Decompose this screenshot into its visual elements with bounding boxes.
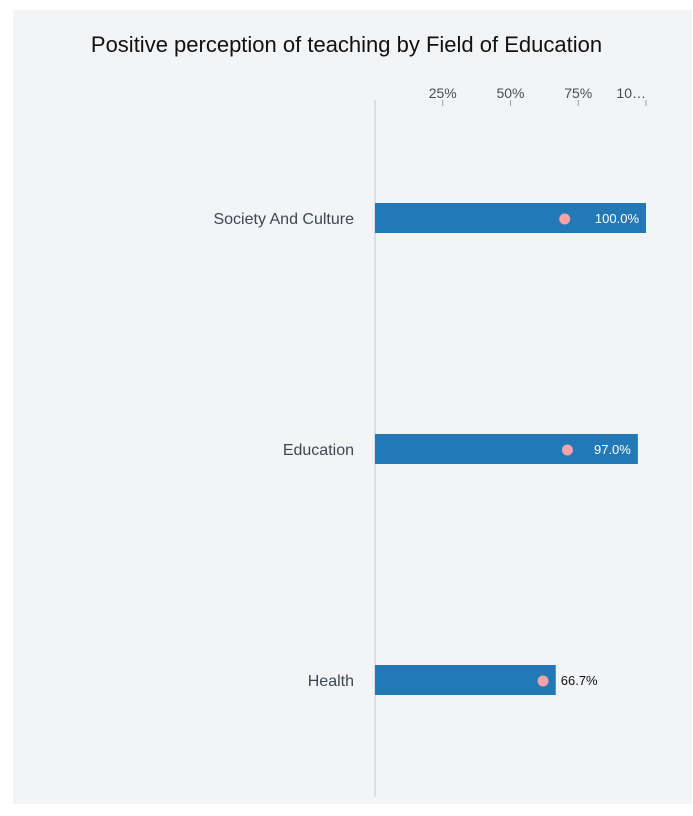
bar: [375, 665, 556, 695]
x-tick-label: 75%: [564, 85, 592, 101]
dot-marker: [559, 213, 571, 225]
bar-value-label: 97.0%: [594, 442, 631, 457]
bar-value-label: 66.7%: [561, 673, 598, 688]
category-label: Society And Culture: [213, 211, 354, 228]
dot-marker: [537, 675, 549, 687]
bar: [375, 434, 638, 464]
x-tick-label: 25%: [429, 85, 457, 101]
x-tick-label: 50%: [496, 85, 524, 101]
category-label: Health: [308, 673, 354, 690]
dot-marker: [561, 444, 573, 456]
chart-panel: [13, 10, 692, 804]
x-tick-label: 10…: [616, 85, 646, 101]
bar-value-label: 100.0%: [595, 211, 640, 226]
category-label: Education: [283, 442, 354, 459]
chart-title: Positive perception of teaching by Field…: [90, 32, 603, 57]
bar: [375, 203, 646, 233]
